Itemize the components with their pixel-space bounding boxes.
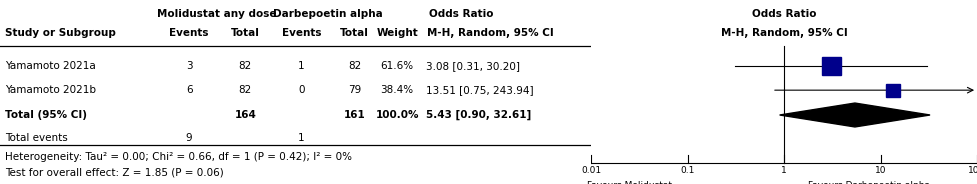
Text: 9: 9 — [186, 133, 192, 143]
Text: 161: 161 — [344, 110, 365, 120]
Text: Darbepoetin alpha: Darbepoetin alpha — [274, 9, 383, 19]
Text: 13.51 [0.75, 243.94]: 13.51 [0.75, 243.94] — [426, 85, 533, 95]
Text: Events: Events — [169, 28, 209, 38]
Text: 79: 79 — [348, 85, 361, 95]
Text: 100.0%: 100.0% — [375, 110, 419, 120]
Text: Study or Subgroup: Study or Subgroup — [5, 28, 115, 38]
Text: 1: 1 — [298, 61, 305, 71]
Text: 10: 10 — [874, 166, 886, 175]
Text: 0: 0 — [298, 85, 305, 95]
Text: 1: 1 — [298, 133, 305, 143]
Text: 82: 82 — [348, 61, 361, 71]
Text: Weight: Weight — [376, 28, 418, 38]
Polygon shape — [886, 84, 900, 97]
Text: Test for overall effect: Z = 1.85 (P = 0.06): Test for overall effect: Z = 1.85 (P = 0… — [5, 168, 224, 178]
Text: Favours Darbepoetin alpha: Favours Darbepoetin alpha — [808, 181, 930, 184]
Text: Events: Events — [281, 28, 321, 38]
Text: Total events: Total events — [5, 133, 67, 143]
Text: 5.43 [0.90, 32.61]: 5.43 [0.90, 32.61] — [426, 110, 531, 120]
Text: 61.6%: 61.6% — [381, 61, 414, 71]
Text: Favours Molidustat: Favours Molidustat — [587, 181, 672, 184]
Text: Molidustat any dose: Molidustat any dose — [157, 9, 276, 19]
Text: Yamamoto 2021b: Yamamoto 2021b — [5, 85, 96, 95]
Text: 6: 6 — [186, 85, 192, 95]
Text: Odds Ratio: Odds Ratio — [429, 9, 493, 19]
Text: 82: 82 — [238, 85, 252, 95]
Text: 0.1: 0.1 — [680, 166, 695, 175]
Polygon shape — [822, 57, 840, 75]
Polygon shape — [780, 103, 930, 127]
Text: Odds Ratio: Odds Ratio — [751, 9, 817, 19]
Text: M-H, Random, 95% CI: M-H, Random, 95% CI — [721, 28, 847, 38]
Text: 38.4%: 38.4% — [381, 85, 414, 95]
Text: 100: 100 — [968, 166, 977, 175]
Text: 164: 164 — [234, 110, 256, 120]
Text: 0.01: 0.01 — [581, 166, 601, 175]
Text: Yamamoto 2021a: Yamamoto 2021a — [5, 61, 96, 71]
Text: M-H, Random, 95% CI: M-H, Random, 95% CI — [427, 28, 554, 38]
Text: Total: Total — [231, 28, 260, 38]
Text: 3.08 [0.31, 30.20]: 3.08 [0.31, 30.20] — [426, 61, 520, 71]
Text: Total: Total — [340, 28, 369, 38]
Text: 1: 1 — [782, 166, 786, 175]
Text: Total (95% CI): Total (95% CI) — [5, 110, 87, 120]
Text: Heterogeneity: Tau² = 0.00; Chi² = 0.66, df = 1 (P = 0.42); I² = 0%: Heterogeneity: Tau² = 0.00; Chi² = 0.66,… — [5, 152, 352, 162]
Text: 3: 3 — [186, 61, 192, 71]
Text: 82: 82 — [238, 61, 252, 71]
